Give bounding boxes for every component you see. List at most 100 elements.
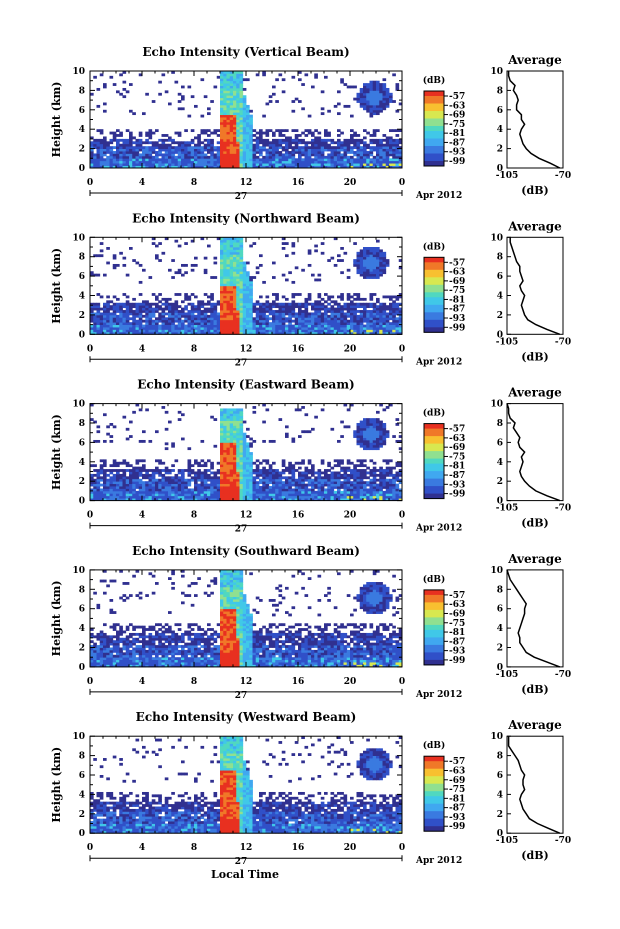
heatmap-cell <box>99 73 104 77</box>
heatmap-cell <box>229 278 234 282</box>
heatmap-cell <box>262 493 266 497</box>
heatmap-cell <box>187 163 192 166</box>
heatmap-cell <box>255 300 260 304</box>
heatmap-cell <box>161 461 166 465</box>
heatmap-cell <box>233 102 237 106</box>
heatmap-cell <box>229 73 234 77</box>
heatmap-cell <box>142 307 146 311</box>
heatmap-cell <box>213 314 218 318</box>
heatmap-cell <box>255 486 260 489</box>
heatmap-cell <box>168 324 172 328</box>
heatmap-cell <box>161 158 166 162</box>
heatmap-cell <box>129 160 133 164</box>
heatmap-cell <box>96 322 101 325</box>
heatmap-cell <box>229 263 234 267</box>
heatmap-cell <box>265 486 270 489</box>
heatmap-cell <box>239 256 244 260</box>
heatmap-cell <box>90 488 94 492</box>
heatmap-cell <box>181 413 185 417</box>
heatmap-cell <box>304 413 309 417</box>
heatmap-cell <box>129 131 133 135</box>
heatmap-cell <box>246 452 250 455</box>
heatmap-cell <box>363 259 367 262</box>
heatmap-cell <box>96 483 101 487</box>
heatmap-cell <box>164 146 169 149</box>
heatmap-cell <box>93 75 97 79</box>
heatmap-cell <box>96 153 101 157</box>
heatmap-cell <box>350 114 354 118</box>
heatmap-cell <box>233 312 237 316</box>
heatmap-cell <box>301 471 305 475</box>
heatmap-cell <box>158 151 162 154</box>
heatmap-cell <box>398 259 403 262</box>
heatmap-cell <box>168 310 172 313</box>
heatmap-cell <box>246 324 250 328</box>
heatmap-cell <box>164 138 169 142</box>
heatmap-cell <box>359 329 364 333</box>
heatmap-cell <box>194 263 198 267</box>
heatmap-cell <box>376 97 380 101</box>
heatmap-cell <box>265 158 270 162</box>
heatmap-cell <box>372 85 377 89</box>
heatmap-cell <box>320 331 325 335</box>
heatmap-cell <box>249 129 253 133</box>
heatmap-cell <box>242 138 247 142</box>
heatmap-cell <box>220 256 224 260</box>
heatmap-cell <box>220 293 224 296</box>
heatmap-cell <box>155 322 159 325</box>
average-title: Average <box>507 53 562 67</box>
heatmap-cell <box>226 124 231 128</box>
heatmap-cell <box>268 498 273 501</box>
heatmap-cell <box>155 256 159 260</box>
heatmap-cell <box>389 327 393 330</box>
heatmap-cell <box>106 302 110 306</box>
heatmap-cell <box>333 314 338 318</box>
heatmap-cell <box>145 408 149 412</box>
heatmap-cell <box>190 151 195 154</box>
heatmap-cell <box>327 481 331 485</box>
heatmap-cell <box>236 317 240 321</box>
heatmap-cell <box>213 256 218 260</box>
heatmap-cell <box>395 165 400 169</box>
heatmap-cell <box>249 297 253 301</box>
heatmap-cell <box>291 478 296 482</box>
heatmap-cell <box>229 80 234 84</box>
heatmap-cell <box>311 483 315 487</box>
heatmap-cell <box>239 322 244 325</box>
heatmap-cell <box>242 280 247 284</box>
heatmap-cell <box>337 317 341 321</box>
heatmap-cell <box>330 473 335 477</box>
heatmap-cell <box>103 471 107 475</box>
heatmap-cell <box>255 476 260 480</box>
heatmap-cell <box>177 329 182 333</box>
heatmap-cell <box>116 163 120 166</box>
heatmap-cell <box>171 71 175 74</box>
heatmap-cell <box>226 71 231 74</box>
heatmap-cell <box>259 473 263 477</box>
heatmap-cell <box>372 249 377 253</box>
heatmap-cell <box>103 312 107 316</box>
heatmap-cell <box>285 425 289 429</box>
heatmap-cell <box>177 486 182 489</box>
heatmap-cell <box>190 165 195 169</box>
heatmap-cell <box>395 302 400 306</box>
heatmap-cell <box>203 268 208 272</box>
heatmap-cell <box>314 329 318 333</box>
heatmap-cell <box>311 141 315 145</box>
heatmap-cell <box>389 331 393 335</box>
heatmap-cell <box>125 165 130 169</box>
heatmap-cell <box>259 163 263 166</box>
heatmap-cell <box>93 307 97 311</box>
heatmap-cell <box>246 490 250 494</box>
heatmap-cell <box>372 141 377 145</box>
heatmap-cell <box>252 242 257 245</box>
heatmap-cell <box>353 158 357 162</box>
heatmap-cell <box>291 293 296 296</box>
heatmap-cell <box>236 307 240 311</box>
heatmap-cell <box>301 160 305 164</box>
heatmap-cell <box>236 329 240 333</box>
heatmap-cell <box>158 146 162 149</box>
heatmap-cell <box>392 155 396 159</box>
heatmap-cell <box>96 495 101 499</box>
heatmap-cell <box>187 155 192 159</box>
